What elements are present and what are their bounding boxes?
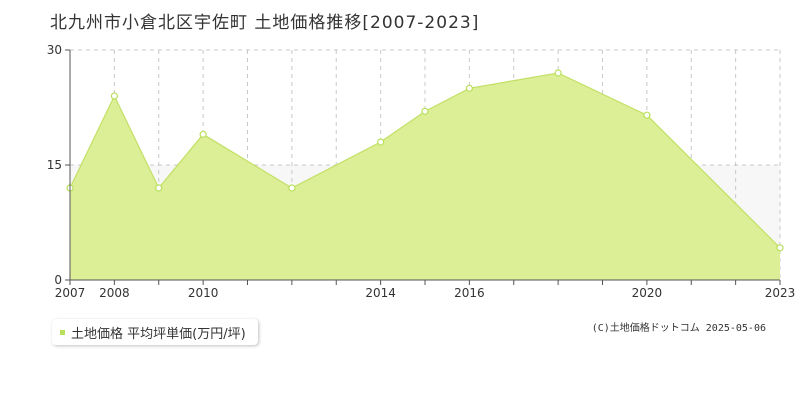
legend-label: 土地価格 平均坪単価(万円/坪): [71, 326, 246, 342]
data-point: [199, 130, 207, 138]
data-point: [465, 84, 473, 92]
data-point: [776, 244, 784, 252]
x-tick-label: 2010: [188, 286, 219, 300]
x-tick-label: 2023: [765, 286, 796, 300]
data-point: [421, 107, 429, 115]
data-point: [377, 138, 385, 146]
data-point: [554, 69, 562, 77]
copyright-text: (C)土地価格ドットコム 2025-05-06: [591, 323, 766, 334]
x-tick-label: 2020: [632, 286, 663, 300]
data-point: [155, 184, 163, 192]
x-tick-label: 2014: [365, 286, 396, 300]
x-tick-label: 2016: [454, 286, 485, 300]
x-tick-label: 2007: [55, 286, 86, 300]
data-point: [110, 92, 118, 100]
data-point: [643, 111, 651, 119]
x-tick-label: 2008: [99, 286, 130, 300]
legend: 土地価格 平均坪単価(万円/坪): [52, 319, 258, 345]
axes: 0 15 30 2007 2008 2010 2014 2016 2020 2023: [47, 43, 796, 300]
y-tick-label: 30: [47, 43, 62, 57]
data-point: [288, 184, 296, 192]
data-points: [66, 69, 784, 252]
series-area-fill: [70, 73, 780, 280]
chart-title: 北九州市小倉北区宇佐町 土地価格推移[2007-2023]: [50, 13, 480, 33]
legend-marker-icon: [60, 329, 65, 335]
y-tick-label: 15: [47, 158, 62, 172]
y-tick-label: 0: [54, 273, 62, 287]
